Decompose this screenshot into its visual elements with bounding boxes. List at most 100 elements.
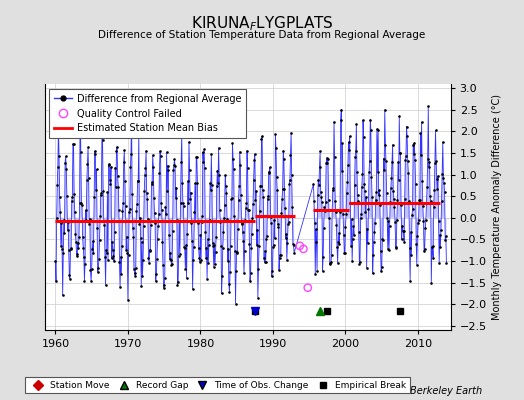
Point bbox=[224, 246, 233, 252]
Point bbox=[96, 212, 104, 219]
Point bbox=[342, 211, 350, 218]
Point bbox=[428, 244, 436, 250]
Point bbox=[441, 237, 450, 243]
Point bbox=[195, 255, 203, 261]
Point bbox=[209, 243, 217, 250]
Point bbox=[147, 222, 155, 228]
Point bbox=[255, 243, 263, 250]
Point bbox=[70, 190, 79, 197]
Point bbox=[391, 244, 400, 250]
Point bbox=[150, 195, 158, 202]
Point bbox=[65, 272, 73, 279]
Point bbox=[416, 197, 424, 204]
Point bbox=[144, 216, 152, 222]
Point bbox=[149, 164, 158, 170]
Point bbox=[132, 208, 140, 214]
Point bbox=[411, 181, 420, 187]
Point bbox=[252, 188, 260, 194]
Point bbox=[244, 164, 252, 171]
Point bbox=[219, 244, 227, 251]
Point bbox=[434, 218, 443, 224]
Point bbox=[419, 203, 427, 210]
Point bbox=[359, 134, 368, 141]
Point bbox=[106, 181, 115, 187]
Point bbox=[189, 286, 197, 293]
Point bbox=[432, 158, 440, 165]
Point bbox=[328, 252, 336, 258]
Point bbox=[95, 256, 103, 262]
Point bbox=[157, 200, 166, 206]
Point bbox=[205, 242, 213, 248]
Point bbox=[119, 200, 127, 206]
Point bbox=[218, 272, 226, 279]
Point bbox=[130, 266, 138, 272]
Point bbox=[409, 141, 417, 148]
Point bbox=[347, 243, 355, 249]
Point bbox=[199, 149, 207, 156]
Point bbox=[226, 269, 234, 275]
Legend: Station Move, Record Gap, Time of Obs. Change, Empirical Break: Station Move, Record Gap, Time of Obs. C… bbox=[26, 377, 409, 394]
Point bbox=[420, 246, 429, 252]
Point bbox=[377, 268, 385, 274]
Point bbox=[253, 226, 261, 233]
Point bbox=[262, 236, 270, 242]
Point bbox=[332, 209, 340, 215]
Point bbox=[361, 187, 369, 194]
Point bbox=[323, 155, 331, 161]
Point bbox=[94, 265, 103, 272]
Point bbox=[109, 253, 117, 260]
Point bbox=[101, 282, 110, 288]
Point bbox=[263, 233, 271, 240]
Point bbox=[352, 148, 360, 154]
Point bbox=[391, 219, 399, 225]
Point bbox=[333, 260, 342, 266]
Point bbox=[59, 292, 67, 298]
Point bbox=[159, 262, 167, 268]
Point bbox=[72, 251, 81, 257]
Point bbox=[261, 248, 269, 254]
Point bbox=[115, 259, 124, 266]
Point bbox=[206, 180, 214, 186]
Point bbox=[403, 133, 411, 140]
Point bbox=[84, 144, 92, 150]
Point bbox=[168, 261, 176, 268]
Point bbox=[213, 167, 222, 174]
Point bbox=[386, 198, 395, 205]
Point bbox=[281, 205, 289, 211]
Point bbox=[432, 176, 441, 182]
Point bbox=[121, 178, 129, 185]
Point bbox=[320, 224, 328, 231]
Point bbox=[288, 204, 297, 210]
Point bbox=[57, 220, 66, 226]
Point bbox=[120, 147, 128, 153]
Point bbox=[320, 204, 329, 210]
Point bbox=[310, 198, 318, 204]
Point bbox=[264, 193, 272, 200]
Point bbox=[419, 217, 428, 224]
Point bbox=[85, 216, 94, 222]
Point bbox=[230, 213, 238, 219]
Point bbox=[69, 141, 77, 147]
Point bbox=[236, 162, 245, 168]
Point bbox=[69, 141, 78, 147]
Point bbox=[440, 180, 448, 186]
Point bbox=[144, 255, 152, 261]
Point bbox=[79, 245, 88, 251]
Point bbox=[339, 140, 347, 146]
Point bbox=[190, 209, 199, 215]
Point bbox=[124, 297, 132, 303]
Point bbox=[146, 248, 155, 254]
Point bbox=[250, 151, 259, 157]
Point bbox=[442, 233, 450, 240]
Point bbox=[358, 171, 367, 178]
Point bbox=[156, 148, 164, 154]
Point bbox=[189, 257, 198, 263]
Point bbox=[217, 290, 226, 297]
Point bbox=[438, 198, 446, 204]
Point bbox=[97, 190, 105, 196]
Point bbox=[379, 236, 387, 243]
Point bbox=[183, 178, 192, 184]
Point bbox=[126, 164, 135, 170]
Point bbox=[83, 177, 91, 184]
Point bbox=[423, 184, 431, 190]
